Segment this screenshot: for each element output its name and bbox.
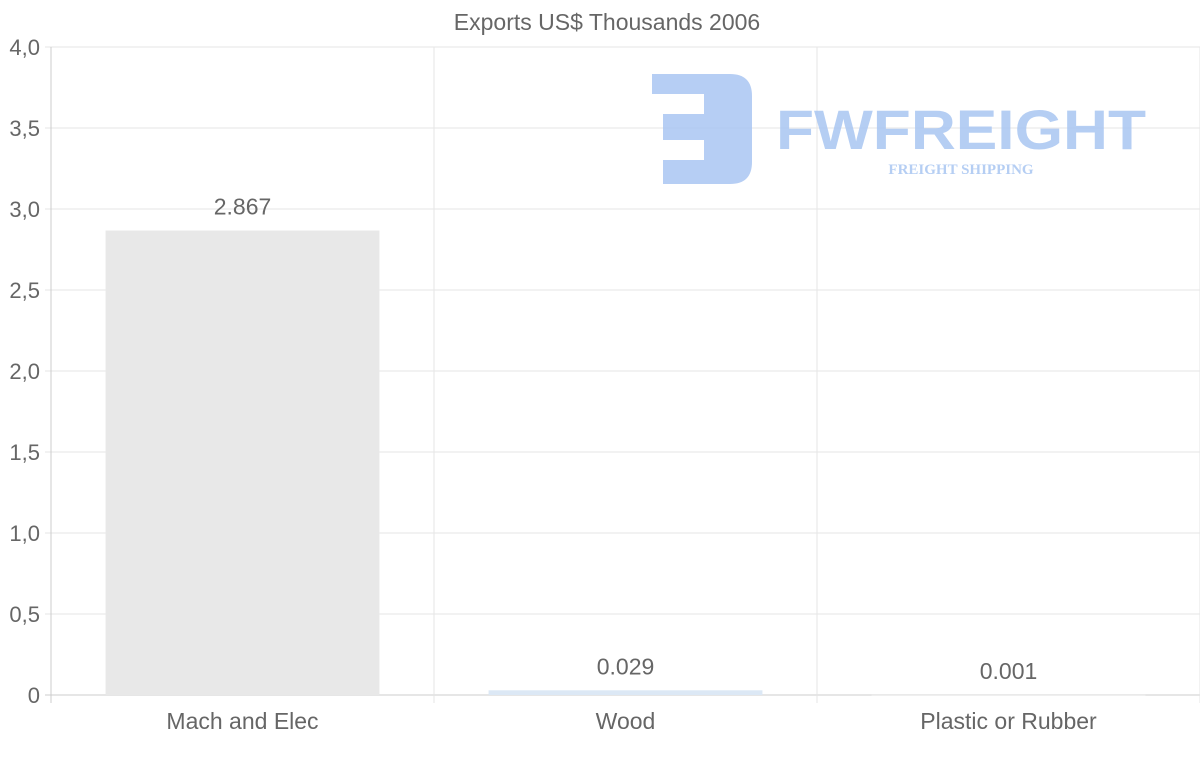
watermark-logo: FWFREIGHT FREIGHT SHIPPING: [652, 74, 1146, 184]
data-label: 0.001: [980, 658, 1038, 684]
y-tick-label: 4,0: [9, 35, 40, 60]
y-tick-label: 0: [28, 683, 40, 708]
y-tick-label: 1,5: [9, 440, 40, 465]
data-label: 0.029: [597, 653, 655, 679]
x-tick-label: Mach and Elec: [166, 708, 318, 734]
bar: [871, 694, 1146, 696]
x-tick-label: Wood: [596, 708, 656, 734]
y-tick-label: 2,5: [9, 278, 40, 303]
y-tick-label: 2,0: [9, 359, 40, 384]
bars: 2.867 0.029 0.001: [105, 194, 1146, 696]
bar: [105, 230, 380, 695]
y-tick-label: 0,5: [9, 602, 40, 627]
data-label: 2.867: [214, 194, 272, 220]
x-tick-label: Plastic or Rubber: [920, 708, 1097, 734]
watermark-tagline: FREIGHT SHIPPING: [888, 162, 1033, 178]
y-tick-label: 3,5: [9, 116, 40, 141]
watermark-brand: FWFREIGHT: [776, 98, 1146, 161]
logo-mark-icon: [652, 74, 752, 184]
chart-title: Exports US$ Thousands 2006: [454, 9, 760, 35]
bar: [488, 690, 763, 695]
axes: 0 0,5 1,0 1,5 2,0 2,5 3,0 3,5 4,0 Mach and Elec Wo…: [9, 35, 1097, 734]
y-tick-label: 1,0: [9, 521, 40, 546]
y-tick-label: 3,0: [9, 197, 40, 222]
